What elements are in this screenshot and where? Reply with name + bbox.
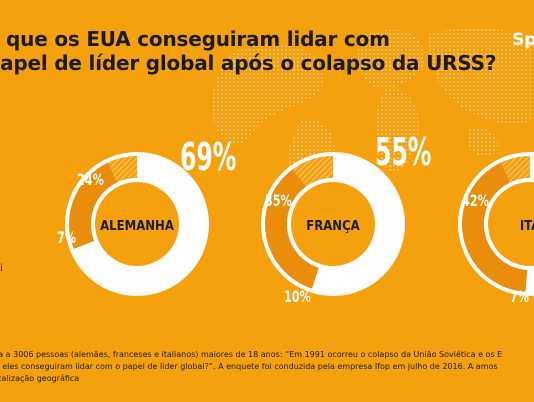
donut-category-label: ITÁ: [520, 218, 534, 234]
donut-slice-orange: [265, 168, 319, 289]
footnote-line-3: localização geográfica: [0, 374, 80, 383]
donut-value-label: 7%: [57, 229, 76, 248]
continent-shape-5: [468, 127, 499, 157]
footnote: nta a 3006 pessoas (alemães, franceses e…: [0, 349, 534, 385]
donut-slice-hatched: [293, 156, 333, 187]
footnote-line-2: aí, eles conseguiram lidar com o papel d…: [0, 362, 498, 371]
donut-value-label: 24%: [77, 171, 104, 190]
donut-value-label: 35%: [265, 192, 292, 211]
donut-slice-white: [311, 156, 401, 292]
donut-core: [488, 182, 534, 266]
chart-question-title: á que os EUA conseguiram lidar com papel…: [0, 27, 496, 75]
donut-core: [95, 182, 179, 266]
continent-shape-3: [375, 89, 419, 172]
footnote-line-1: nta a 3006 pessoas (alemães, franceses e…: [0, 350, 503, 359]
donut-value-label: 69%: [180, 136, 236, 179]
question-line-2: papel de líder global após o colapso da …: [0, 51, 497, 75]
donut-slice-hatched: [108, 156, 137, 183]
donut-value-label: 10%: [284, 288, 311, 307]
donut-chart-2: ITÁ 42% 7%: [458, 152, 534, 307]
donut-core: [291, 182, 375, 266]
continent-shape-2: [357, 29, 425, 89]
donut-value-label: 42%: [462, 192, 489, 211]
donut-chart-0: ALEMANHA 69% 24% 7%: [57, 136, 236, 296]
donut-category-label: ALEMANHA: [100, 219, 174, 234]
legend-fragment: i: [0, 263, 3, 274]
donut-slice-orange: [68, 162, 118, 250]
continent-shape-0: [212, 44, 325, 145]
donut-chart-1: FRANÇA 55% 35% 10%: [261, 131, 431, 307]
donut-slice-orange: [461, 162, 528, 292]
donut-slice-white: [73, 156, 205, 293]
question-line-1: á que os EUA conseguiram lidar com: [0, 27, 390, 51]
donut-slice-hatched: [501, 156, 530, 183]
continent-shape-4: [429, 27, 534, 124]
donut-category-label: FRANÇA: [306, 219, 359, 234]
donut-value-label: 7%: [510, 288, 529, 307]
world-map-background: [212, 27, 534, 222]
brand-logo-fragment: Sp: [512, 30, 534, 50]
donut-slice-white: [525, 156, 534, 292]
donut-value-label: 55%: [375, 131, 431, 174]
